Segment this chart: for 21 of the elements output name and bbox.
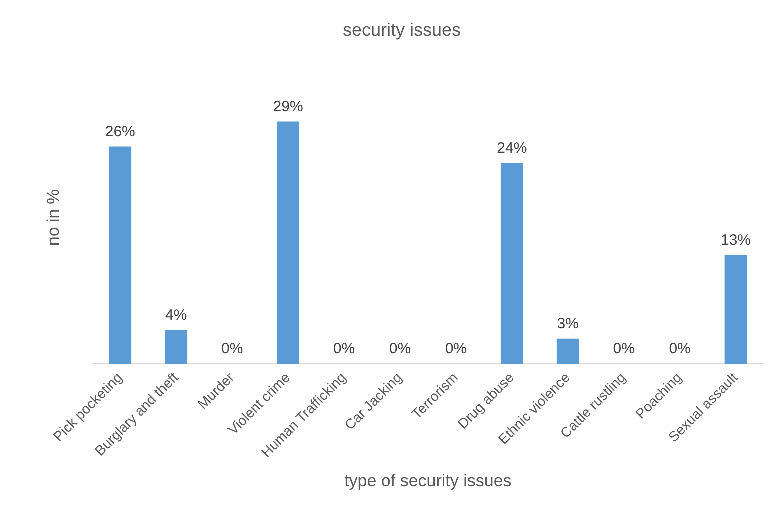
data-label: 0% — [669, 340, 691, 358]
data-label: 0% — [613, 340, 635, 358]
y-axis-title: no in % — [44, 189, 63, 246]
data-label: 24% — [497, 140, 528, 158]
data-label: 13% — [721, 232, 752, 249]
data-label: 29% — [273, 98, 304, 116]
bar — [500, 163, 524, 364]
bar — [165, 330, 188, 364]
data-label: 4% — [166, 307, 188, 324]
data-label: 26% — [105, 123, 136, 140]
bar — [724, 255, 748, 364]
bar — [556, 338, 580, 364]
data-label: 3% — [557, 316, 579, 333]
data-label: 0% — [333, 340, 356, 358]
data-label: 0% — [221, 340, 244, 358]
data-label: 0% — [445, 340, 468, 358]
x-axis-title: type of security issues — [344, 471, 512, 490]
chart-title: security issues — [342, 20, 462, 40]
bar — [277, 122, 300, 364]
bar — [109, 146, 132, 364]
data-label: 0% — [389, 340, 412, 358]
